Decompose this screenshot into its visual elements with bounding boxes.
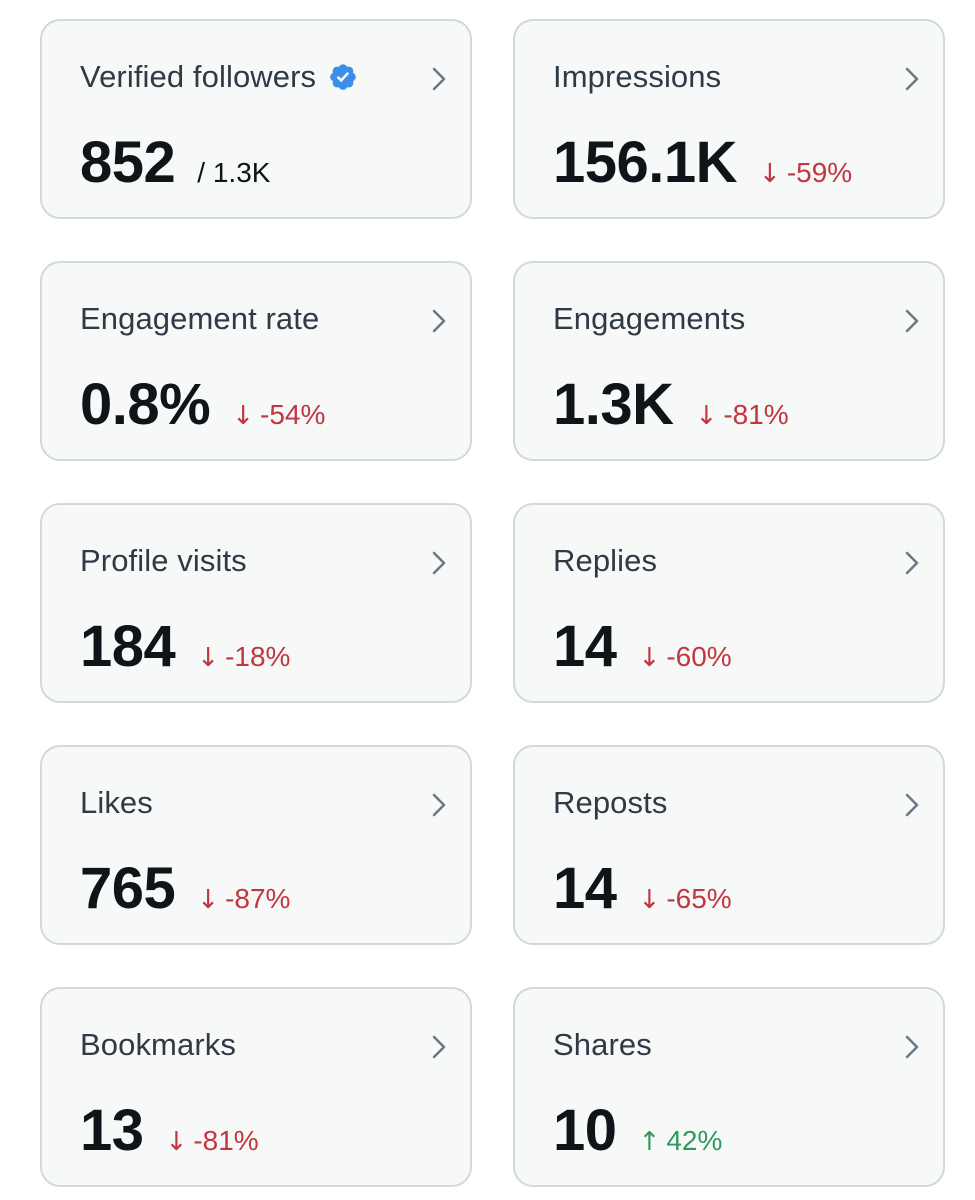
card-title: Bookmarks	[80, 1027, 236, 1062]
arrow-down-icon: ↓	[165, 1127, 188, 1157]
chevron-right-icon[interactable]	[430, 1033, 448, 1061]
metric-change: ↓ -81%	[166, 1125, 259, 1157]
card-replies[interactable]: Replies 14 ↓ -60%	[513, 503, 945, 703]
card-title: Reposts	[553, 785, 668, 820]
card-title: Profile visits	[80, 543, 247, 578]
chevron-right-icon[interactable]	[430, 549, 448, 577]
metric-total: / 1.3K	[197, 157, 271, 188]
value-row: 156.1K ↓ -59%	[553, 129, 852, 196]
card-title: Impressions	[553, 59, 722, 94]
card-impressions[interactable]: Impressions 156.1K ↓ -59%	[513, 19, 945, 219]
metric-change: ↓ -54%	[232, 399, 325, 431]
value-row: 14 ↓ -60%	[553, 613, 732, 680]
value-row: 13 ↓ -81%	[80, 1097, 259, 1164]
metric-value: 765	[80, 856, 176, 921]
metric-change: ↓ -60%	[639, 641, 732, 673]
chevron-right-icon[interactable]	[430, 65, 448, 93]
arrow-down-icon: ↓	[695, 401, 718, 431]
card-reposts[interactable]: Reposts 14 ↓ -65%	[513, 745, 945, 945]
change-value: -81%	[193, 1125, 259, 1156]
metric-value: 1.3K	[553, 372, 674, 437]
verified-badge-icon	[330, 64, 356, 90]
card-shares[interactable]: Shares 10 ↑ 42%	[513, 987, 945, 1187]
chevron-right-icon[interactable]	[903, 549, 921, 577]
card-title: Likes	[80, 785, 153, 820]
card-title: Replies	[553, 543, 658, 578]
value-row: 0.8% ↓ -54%	[80, 371, 325, 438]
card-verified-followers[interactable]: Verified followers 852 / 1.3K	[40, 19, 472, 219]
arrow-up-icon: ↑	[638, 1127, 661, 1157]
value-row: 1.3K ↓ -81%	[553, 371, 789, 438]
card-engagement-rate[interactable]: Engagement rate 0.8% ↓ -54%	[40, 261, 472, 461]
change-value: -59%	[786, 157, 853, 188]
metric-value: 184	[80, 614, 176, 679]
metric-change: ↑ 42%	[639, 1125, 723, 1157]
value-row: 10 ↑ 42%	[553, 1097, 722, 1164]
chevron-right-icon[interactable]	[903, 307, 921, 335]
metric-value: 852	[80, 130, 176, 195]
metric-change: ↓ -18%	[197, 641, 290, 673]
chevron-right-icon[interactable]	[903, 1033, 921, 1061]
card-title-wrap: Verified followers	[80, 59, 358, 95]
card-likes[interactable]: Likes 765 ↓ -87%	[40, 745, 472, 945]
arrow-down-icon: ↓	[638, 643, 661, 673]
metric-value: 10	[553, 1098, 617, 1163]
metric-change: ↓ -59%	[759, 157, 852, 189]
change-value: -18%	[225, 641, 291, 672]
metric-value: 14	[553, 856, 617, 921]
change-value: -81%	[723, 399, 789, 430]
arrow-down-icon: ↓	[197, 885, 220, 915]
change-value: -54%	[260, 399, 326, 430]
change-value: -65%	[666, 883, 732, 914]
card-engagements[interactable]: Engagements 1.3K ↓ -81%	[513, 261, 945, 461]
arrow-down-icon: ↓	[638, 885, 661, 915]
arrow-down-icon: ↓	[197, 643, 220, 673]
change-value: -87%	[225, 883, 291, 914]
metric-value: 0.8%	[80, 372, 211, 437]
metric-value: 13	[80, 1098, 144, 1163]
change-value: -60%	[666, 641, 732, 672]
value-row: 852 / 1.3K	[80, 129, 270, 196]
change-value: 42%	[666, 1125, 723, 1156]
card-title: Verified followers	[80, 59, 317, 94]
arrow-down-icon: ↓	[759, 159, 781, 189]
card-title: Shares	[553, 1027, 652, 1062]
arrow-down-icon: ↓	[232, 401, 254, 431]
chevron-right-icon[interactable]	[430, 791, 448, 819]
value-row: 14 ↓ -65%	[553, 855, 732, 922]
metric-change: ↓ -87%	[197, 883, 290, 915]
card-bookmarks[interactable]: Bookmarks 13 ↓ -81%	[40, 987, 472, 1187]
metric-change: ↓ -81%	[696, 399, 789, 431]
chevron-right-icon[interactable]	[903, 65, 921, 93]
value-row: 184 ↓ -18%	[80, 613, 290, 680]
chevron-right-icon[interactable]	[903, 791, 921, 819]
card-title: Engagements	[553, 301, 746, 336]
metric-value: 156.1K	[553, 130, 738, 195]
card-profile-visits[interactable]: Profile visits 184 ↓ -18%	[40, 503, 472, 703]
metric-change: ↓ -65%	[639, 883, 732, 915]
metric-value: 14	[553, 614, 617, 679]
value-row: 765 ↓ -87%	[80, 855, 290, 922]
chevron-right-icon[interactable]	[430, 307, 448, 335]
card-title: Engagement rate	[80, 301, 320, 336]
